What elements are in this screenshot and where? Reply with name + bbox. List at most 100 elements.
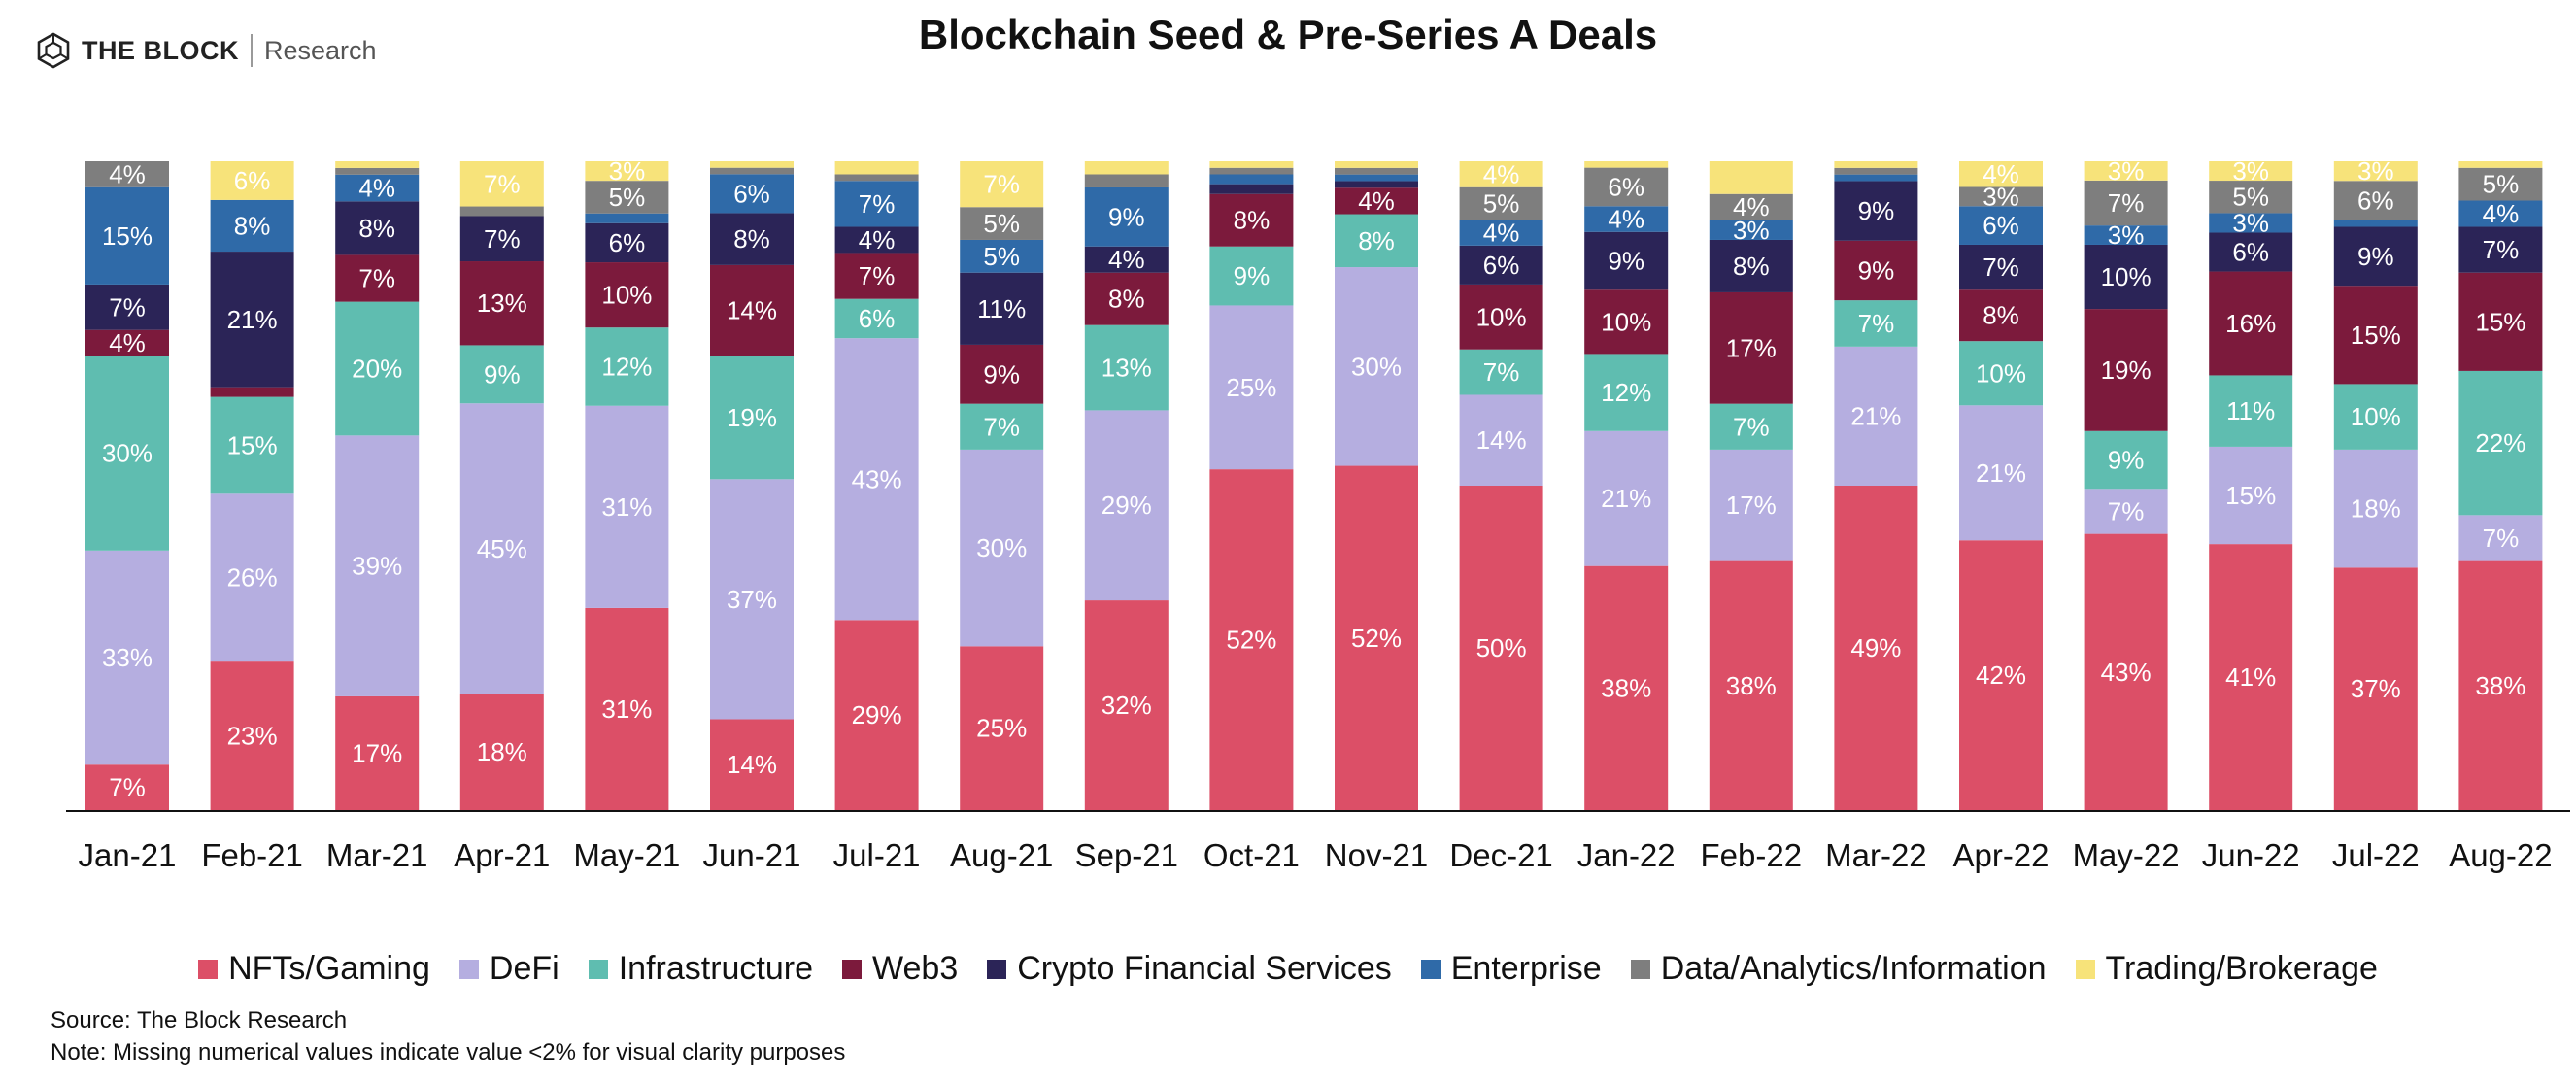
data-label: 37% xyxy=(2351,674,2401,703)
data-label: 30% xyxy=(976,533,1027,562)
bar-segment xyxy=(1335,214,1418,268)
data-label: 4% xyxy=(1358,186,1395,216)
bar-segment xyxy=(1834,346,1918,486)
data-label: 11% xyxy=(977,294,1026,323)
data-label: 5% xyxy=(2232,183,2269,212)
bar-segment xyxy=(459,216,544,262)
data-label: 6% xyxy=(1483,251,1520,280)
data-label: 15% xyxy=(227,430,278,459)
x-tick-label: May-22 xyxy=(2073,837,2180,873)
missing-values-note: Note: Missing numerical values indicate … xyxy=(51,1039,846,1066)
bar-segment xyxy=(834,298,919,339)
bar-segment xyxy=(335,695,420,810)
data-label: 7% xyxy=(484,224,521,254)
bar-segment xyxy=(1959,405,2043,541)
data-label: 9% xyxy=(1234,261,1271,290)
legend-swatch xyxy=(2075,959,2095,979)
data-label: 15% xyxy=(2475,307,2525,336)
data-label: 14% xyxy=(1476,425,1527,455)
x-tick-label: Jun-21 xyxy=(703,837,801,873)
data-label: 13% xyxy=(477,288,527,318)
bar-segment xyxy=(834,253,919,299)
bar-segment xyxy=(1335,187,1418,215)
bar-segment xyxy=(2333,286,2418,385)
data-label: 4% xyxy=(1108,245,1145,274)
data-label: 4% xyxy=(1983,159,2019,188)
bar-segment xyxy=(1584,231,1669,290)
bar-segment xyxy=(210,161,294,200)
bar-segment xyxy=(2458,200,2543,227)
bar-segment xyxy=(960,646,1044,810)
data-label: 21% xyxy=(227,305,278,334)
legend-swatch xyxy=(1630,959,1650,979)
legend-item: Infrastructure xyxy=(588,950,813,988)
stacked-bar-chart: 7% 33% 30% 4% 7% 15% 4% Jan-21 23% 26% 15% 21% 8% 6% F… xyxy=(66,159,2570,873)
data-label: 38% xyxy=(1601,673,1651,702)
bar-segment xyxy=(335,254,420,302)
bar-segment xyxy=(1959,161,2043,187)
brand-logo: THE BLOCK Research xyxy=(37,29,377,72)
data-label: 31% xyxy=(601,694,652,724)
bar-segment xyxy=(1584,289,1669,355)
bar-segment xyxy=(710,213,794,265)
bar-segment xyxy=(2084,309,2168,431)
data-label: 4% xyxy=(109,159,146,188)
bar-segment xyxy=(2209,232,2293,272)
bar-segment xyxy=(2209,161,2293,182)
data-label: 10% xyxy=(2101,262,2152,291)
bar-segment xyxy=(1709,239,1793,292)
data-label: 52% xyxy=(1226,626,1276,655)
bar-segment xyxy=(1459,161,1543,187)
bar-segment xyxy=(210,493,294,662)
bar-segment xyxy=(1335,267,1418,466)
data-label: 7% xyxy=(2483,235,2520,264)
bar-segment xyxy=(2084,180,2168,226)
bar-segment xyxy=(459,206,544,217)
x-tick-label: Aug-22 xyxy=(2449,837,2552,873)
legend-item: Trading/Brokerage xyxy=(2075,950,2378,988)
data-label: 17% xyxy=(1726,333,1777,362)
data-label: 15% xyxy=(2351,321,2401,350)
data-label: 7% xyxy=(109,773,146,802)
bar-segment xyxy=(2209,271,2293,376)
bar-segment xyxy=(2084,430,2168,490)
bar-segment xyxy=(585,181,669,214)
bar-segment xyxy=(85,356,169,551)
chart-footer: Source: The Block Research Note: Missing… xyxy=(51,1004,845,1068)
bar-segment xyxy=(85,284,169,330)
data-label: 14% xyxy=(727,750,777,779)
legend-item: Data/Analytics/Information xyxy=(1630,950,2047,988)
data-label: 9% xyxy=(2357,242,2394,271)
bar-segment xyxy=(2458,226,2543,273)
data-label: 31% xyxy=(601,492,652,522)
bar-segment xyxy=(2084,225,2168,245)
legend-label: Data/Analytics/Information xyxy=(1660,950,2047,987)
bar-segment xyxy=(1709,449,1793,561)
data-label: 39% xyxy=(352,552,402,581)
data-label: 30% xyxy=(1351,352,1402,381)
bar-segment xyxy=(1209,184,1294,194)
bar-segment xyxy=(2333,220,2418,227)
bar-segment xyxy=(1834,174,1918,182)
bar-segment xyxy=(210,387,294,397)
data-label: 43% xyxy=(852,464,902,493)
bar-segment xyxy=(710,719,794,810)
data-label: 17% xyxy=(352,738,402,767)
bar-segment xyxy=(459,161,544,207)
bar-segment xyxy=(1584,167,1669,207)
data-label: 4% xyxy=(2483,199,2520,228)
x-tick-label: Apr-21 xyxy=(454,837,550,873)
bar-segment xyxy=(1209,469,1294,810)
bar-segment xyxy=(1959,186,2043,207)
data-label: 4% xyxy=(859,225,896,254)
data-label: 29% xyxy=(852,700,902,729)
data-label: 37% xyxy=(727,585,777,614)
bar-segment xyxy=(2333,161,2418,182)
bar-segment xyxy=(85,161,169,187)
bar-segment xyxy=(1959,289,2043,342)
data-label: 22% xyxy=(2475,428,2525,457)
data-label: 4% xyxy=(1483,218,1520,247)
data-label: 29% xyxy=(1102,491,1152,520)
data-label: 9% xyxy=(1858,196,1895,225)
bar-segment xyxy=(459,403,544,694)
